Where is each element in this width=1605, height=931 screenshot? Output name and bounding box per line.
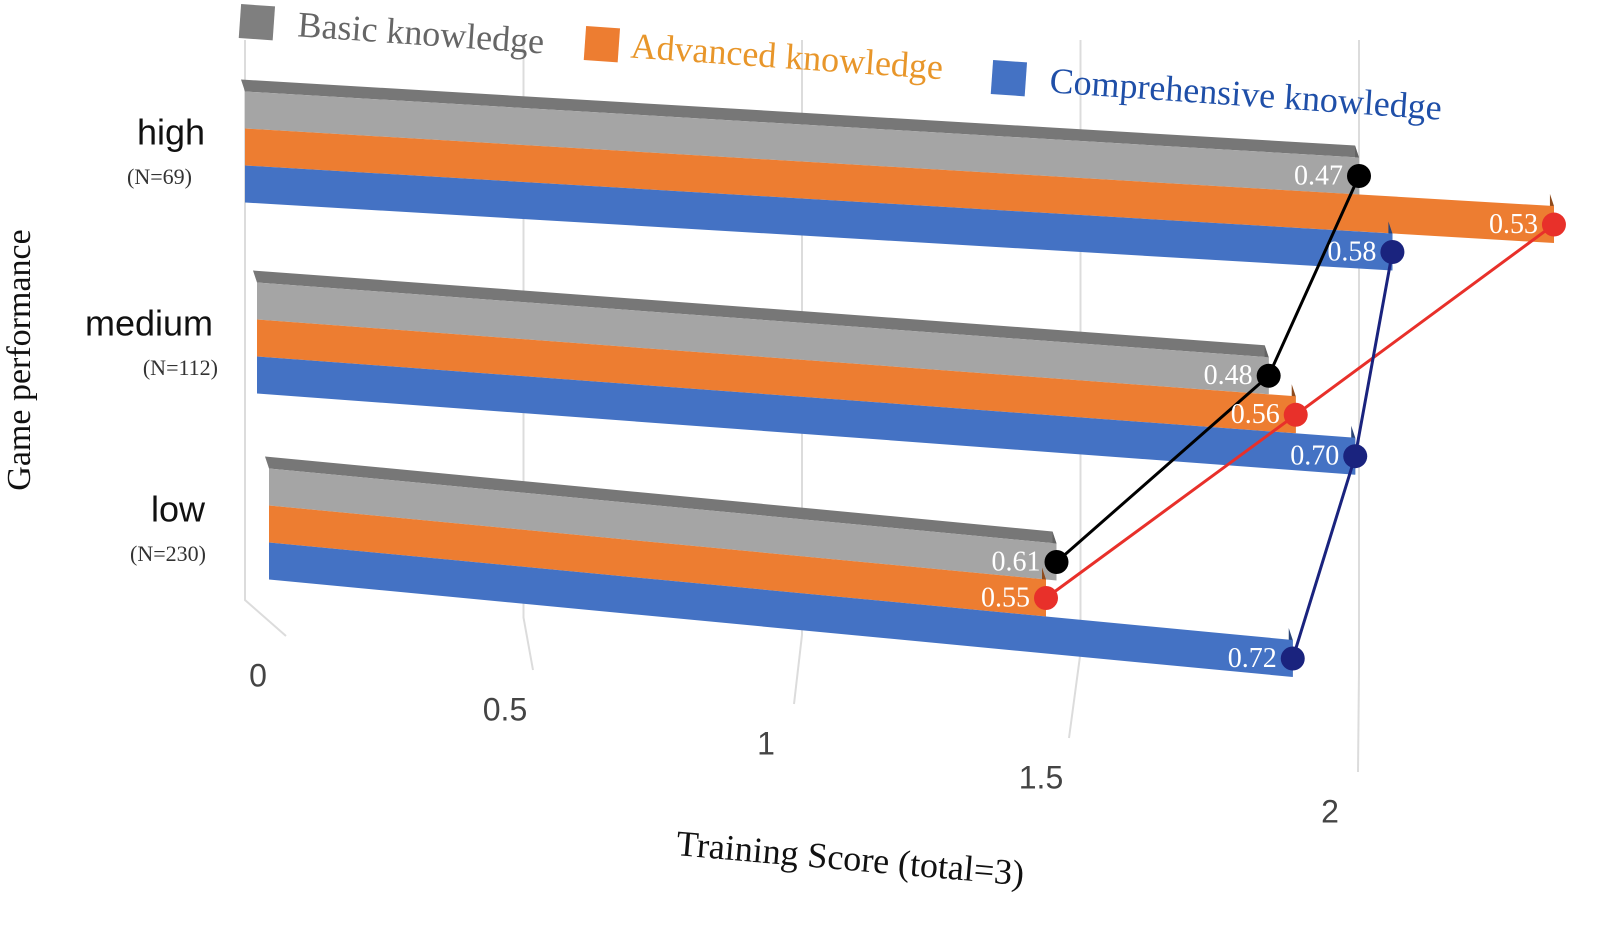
- x-tick-label: 0.5: [483, 691, 527, 727]
- legend-label: Comprehensive knowledge: [1048, 60, 1443, 127]
- grid-line: [793, 40, 803, 705]
- series-dot: [1034, 586, 1058, 610]
- series-dot: [1280, 646, 1305, 671]
- category-note: (N=69): [127, 164, 192, 189]
- x-tick-label: 1.5: [1019, 759, 1063, 795]
- labels: high (N=69) medium (N=112) low (N=230) 0.47 0.4…: [85, 112, 1538, 674]
- x-tick-label: 1: [757, 725, 775, 761]
- series-dot: [1347, 164, 1371, 188]
- legend-swatch: [238, 4, 276, 41]
- point-label: 0.72: [1228, 643, 1277, 674]
- bar-top-face: [265, 456, 1057, 544]
- x-tick-label: 0: [249, 657, 267, 693]
- grid: 0 0.5 1 1.5 2: [244, 40, 1360, 829]
- x-axis-title: Training Score (total=3): [675, 823, 1026, 893]
- bar-face: [269, 505, 1046, 617]
- point-label: 0.56: [1231, 399, 1280, 430]
- category-label: high: [137, 112, 205, 153]
- bar-top-face: [241, 79, 1359, 158]
- bar-face: [245, 91, 1359, 195]
- legend-label: Advanced knowledge: [629, 26, 944, 88]
- legend-item: Comprehensive knowledge: [990, 60, 1443, 128]
- bar-face: [257, 356, 1356, 475]
- series-dot: [1044, 550, 1069, 574]
- legend-item: Advanced knowledge: [583, 26, 944, 88]
- bar-face: [257, 319, 1296, 434]
- legend-swatch: [583, 26, 621, 63]
- bar-face: [269, 468, 1057, 581]
- category-label: low: [151, 489, 206, 530]
- grid-line: [1357, 40, 1360, 773]
- legend-label: Basic knowledge: [296, 4, 545, 61]
- grid-line: [244, 40, 287, 637]
- legend-swatch: [990, 60, 1028, 97]
- series-dot: [1283, 402, 1308, 427]
- point-label: 0.61: [992, 546, 1041, 577]
- y-axis-title: Game performance: [1, 229, 38, 490]
- point-label: 0.55: [981, 582, 1030, 613]
- point-label: 0.53: [1489, 209, 1538, 240]
- point-label: 0.58: [1327, 236, 1376, 267]
- grid-line: [522, 40, 534, 671]
- category-label: medium: [85, 303, 213, 344]
- bar-face: [257, 282, 1269, 395]
- point-label: 0.70: [1290, 441, 1339, 472]
- bar-face: [269, 542, 1293, 677]
- bar-top-face: [253, 270, 1269, 358]
- category-note: (N=230): [130, 541, 206, 566]
- point-label: 0.47: [1294, 160, 1343, 191]
- lines: [1034, 164, 1566, 671]
- category-note: (N=112): [143, 355, 218, 380]
- bars: [241, 79, 1554, 677]
- series-dot: [1343, 444, 1368, 469]
- bar-face: [245, 165, 1393, 271]
- series-dot: [1380, 239, 1405, 264]
- series-dot: [1256, 363, 1281, 388]
- x-tick-label: 2: [1321, 793, 1339, 829]
- bar-face: [245, 128, 1554, 244]
- legend-item: Basic knowledge: [238, 4, 546, 61]
- series-dot: [1541, 212, 1566, 237]
- point-label: 0.48: [1204, 360, 1253, 391]
